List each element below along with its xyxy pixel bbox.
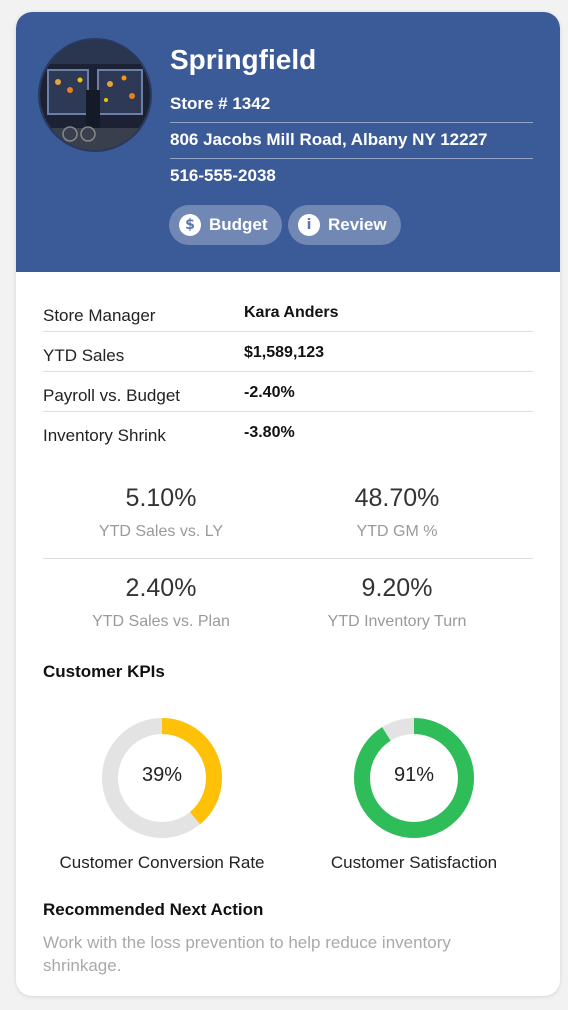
metric-value: 5.10%	[125, 484, 197, 512]
store-card: Springfield Store # 1342 806 Jacobs Mill…	[16, 12, 560, 996]
info-icon: i	[298, 214, 320, 236]
detail-row-ytd-sales: YTD Sales $1,589,123	[43, 332, 533, 372]
metric-ytd-sales-vs-ly: 5.10% YTD Sales vs. LY	[41, 484, 281, 541]
metric-label: YTD Sales vs. Plan	[92, 613, 230, 630]
store-name: Springfield	[170, 44, 317, 75]
metric-value: 2.40%	[125, 574, 197, 602]
kpi-conversion-rate: 39% Customer Conversion Rate	[42, 716, 282, 873]
next-action-text: Work with the loss prevention to help re…	[43, 933, 451, 975]
header-divider	[170, 122, 533, 123]
budget-button[interactable]: $ Budget	[169, 205, 282, 245]
kpi-percent: 39%	[141, 764, 183, 786]
donut-fill	[102, 718, 222, 838]
kpi-percent: 91%	[393, 764, 435, 786]
detail-row-shrink: Inventory Shrink -3.80%	[43, 412, 533, 452]
metric-label: YTD Inventory Turn	[327, 613, 467, 630]
kpi-label: Customer Conversion Rate	[59, 853, 265, 872]
metric-value: 9.20%	[361, 574, 433, 602]
detail-row-payroll: Payroll vs. Budget -2.40%	[43, 372, 533, 412]
detail-row-manager: Store Manager Kara Anders	[43, 292, 533, 332]
metric-label: YTD GM %	[356, 523, 438, 540]
header-divider	[170, 158, 533, 159]
budget-button-label: Budget	[209, 215, 268, 234]
metric-value: 48.70%	[354, 484, 440, 512]
store-header: Springfield Store # 1342 806 Jacobs Mill…	[16, 12, 560, 272]
detail-value: -3.80%	[244, 424, 295, 441]
store-phone: 516-555-2038	[170, 166, 276, 185]
review-button-label: Review	[328, 215, 387, 234]
detail-label: Store Manager	[43, 306, 156, 325]
satisfaction-donut	[354, 718, 474, 838]
detail-value: Kara Anders	[244, 304, 339, 321]
detail-label: Inventory Shrink	[43, 426, 166, 445]
kpi-satisfaction: 91% Customer Satisfaction	[294, 716, 534, 873]
customer-kpis-title: Customer KPIs	[43, 662, 165, 681]
kpi-label: Customer Satisfaction	[330, 853, 498, 872]
store-photo	[38, 38, 152, 152]
dollar-icon: $	[179, 214, 201, 236]
metric-ytd-gm: 48.70% YTD GM %	[277, 484, 517, 541]
store-number: Store # 1342	[170, 94, 271, 113]
detail-value: -2.40%	[244, 384, 295, 401]
detail-label: YTD Sales	[43, 346, 125, 365]
donut-fill	[354, 718, 474, 838]
metric-label: YTD Sales vs. LY	[98, 523, 224, 540]
conversion-donut	[102, 718, 222, 838]
detail-label: Payroll vs. Budget	[43, 386, 181, 405]
detail-value: $1,589,123	[244, 344, 325, 361]
next-action-title: Recommended Next Action	[43, 900, 264, 919]
metrics-divider	[43, 558, 533, 559]
metric-ytd-sales-vs-plan: 2.40% YTD Sales vs. Plan	[41, 574, 281, 631]
review-button[interactable]: i Review	[288, 205, 401, 245]
store-address: 806 Jacobs Mill Road, Albany NY 12227	[170, 130, 488, 149]
metric-ytd-inventory-turn: 9.20% YTD Inventory Turn	[277, 574, 517, 631]
